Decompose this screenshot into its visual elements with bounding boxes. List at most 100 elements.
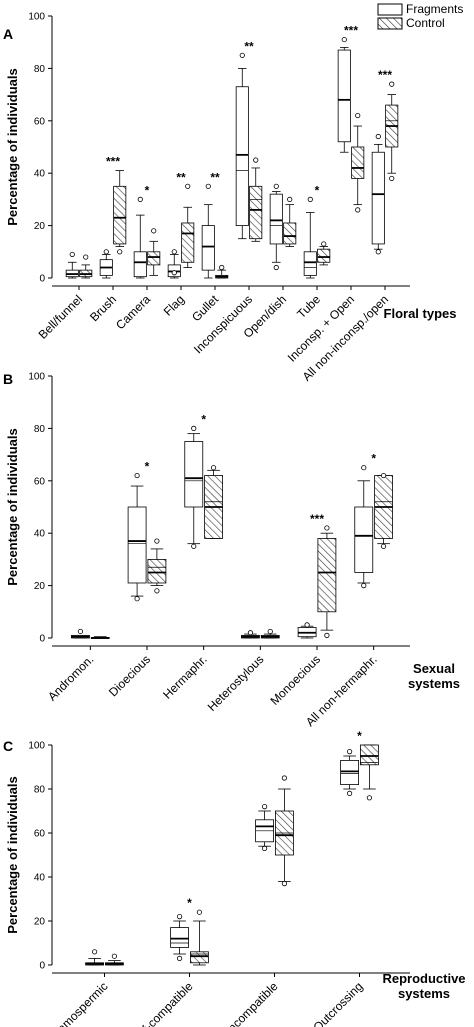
outlier-point	[247, 630, 254, 636]
x-tick-label: Self-compatible	[127, 979, 196, 1027]
outlier-point	[304, 622, 310, 628]
y-axis-label: Percentage of individuals	[5, 428, 20, 586]
outlier-point	[375, 249, 381, 255]
fragments-box	[269, 183, 283, 271]
x-tick-label: Dioecious	[106, 652, 153, 699]
outlier-point	[253, 157, 259, 163]
iqr-box	[351, 146, 365, 179]
significance-label: *	[145, 460, 150, 474]
significance-label: ***	[310, 512, 324, 526]
iqr-box	[147, 559, 167, 584]
y-tick-label: 80	[34, 64, 46, 75]
significance-label: *	[145, 183, 150, 197]
category-group: **Gullet	[189, 170, 229, 324]
control-box	[113, 170, 127, 255]
y-tick-label: 80	[34, 424, 46, 435]
y-tick-label: 20	[34, 221, 46, 232]
iqr-box	[340, 760, 360, 786]
outlier-point	[151, 228, 157, 234]
control-box	[385, 81, 399, 182]
iqr-box	[127, 506, 147, 584]
control-box	[359, 744, 379, 801]
fragments-box	[65, 251, 79, 279]
outlier-point	[307, 196, 313, 202]
x-axis-label: Reproductive systems	[382, 971, 465, 1001]
fragments-box	[303, 196, 317, 279]
control-box	[274, 775, 294, 887]
iqr-box	[133, 251, 147, 278]
y-tick-label: 40	[34, 873, 46, 884]
control-box	[249, 157, 263, 242]
iqr-box	[269, 193, 283, 245]
iqr-box	[170, 927, 190, 948]
fragments-box	[133, 196, 147, 279]
x-tick-label: Bell/funnel	[36, 292, 86, 342]
legend-fragments-swatch	[377, 3, 403, 16]
category-group: Agamospermic	[44, 949, 124, 1027]
control-box	[90, 636, 110, 639]
iqr-box	[235, 86, 249, 226]
outlier-point	[380, 543, 387, 549]
outlier-point	[77, 628, 84, 635]
fragments-box	[170, 913, 190, 962]
significance-label: *	[357, 729, 362, 743]
outlier-point	[389, 175, 395, 182]
fragments-box	[255, 803, 275, 852]
iqr-box	[181, 222, 195, 263]
control-box	[147, 228, 161, 276]
outlier-point	[83, 254, 89, 260]
iqr-box	[201, 225, 215, 271]
significance-label: *	[187, 896, 192, 910]
outlier-point	[281, 775, 287, 781]
outlier-point	[154, 538, 160, 544]
x-tick-label: Flag	[161, 292, 187, 318]
category-group: Open/dish	[241, 183, 297, 341]
outlier-point	[137, 196, 143, 202]
outlier-point	[117, 249, 123, 255]
outlier-point	[380, 472, 387, 479]
outlier-point	[341, 36, 347, 43]
x-tick-label: Monoecious	[267, 652, 323, 708]
iqr-box	[359, 744, 379, 766]
outlier-point	[210, 465, 217, 471]
iqr-box	[303, 251, 317, 276]
outlier-point	[69, 251, 75, 258]
category-group: * Tube	[294, 183, 331, 321]
outlier-point	[273, 264, 279, 271]
outlier-point	[389, 81, 395, 87]
fragments-box	[99, 249, 113, 279]
fragments-box	[71, 628, 90, 639]
fragments-box	[297, 622, 317, 639]
iqr-box	[189, 951, 209, 964]
outlier-point	[346, 790, 353, 797]
iqr-box	[249, 185, 263, 240]
panel-letter: A	[3, 26, 13, 42]
outlier-point	[103, 249, 109, 255]
control-box	[317, 241, 331, 266]
outlier-point	[361, 465, 367, 471]
category-group: * Outcrossing	[310, 729, 379, 1027]
outlier-point	[281, 880, 287, 887]
panel-letter: C	[3, 738, 13, 754]
category-group: * Dioecious	[106, 460, 167, 699]
control-box	[351, 112, 365, 213]
fragments-box	[235, 52, 249, 240]
category-group: Self-incompatible	[206, 775, 294, 1027]
fragments-box	[371, 133, 385, 255]
y-tick-label: 40	[34, 529, 46, 540]
outlier-point	[346, 748, 353, 755]
panel-letter: B	[3, 371, 13, 387]
y-tick-label: 100	[28, 372, 45, 383]
control-box	[317, 525, 337, 638]
outlier-point	[171, 249, 177, 255]
control-box	[147, 538, 167, 594]
outlier-point	[177, 913, 183, 920]
outlier-point	[196, 909, 202, 915]
fragments-box	[340, 748, 360, 797]
outlier-point	[324, 525, 330, 531]
y-tick-label: 0	[39, 274, 45, 285]
outlier-point	[273, 183, 279, 189]
fragments-box	[337, 36, 351, 153]
outlier-point	[154, 588, 160, 594]
